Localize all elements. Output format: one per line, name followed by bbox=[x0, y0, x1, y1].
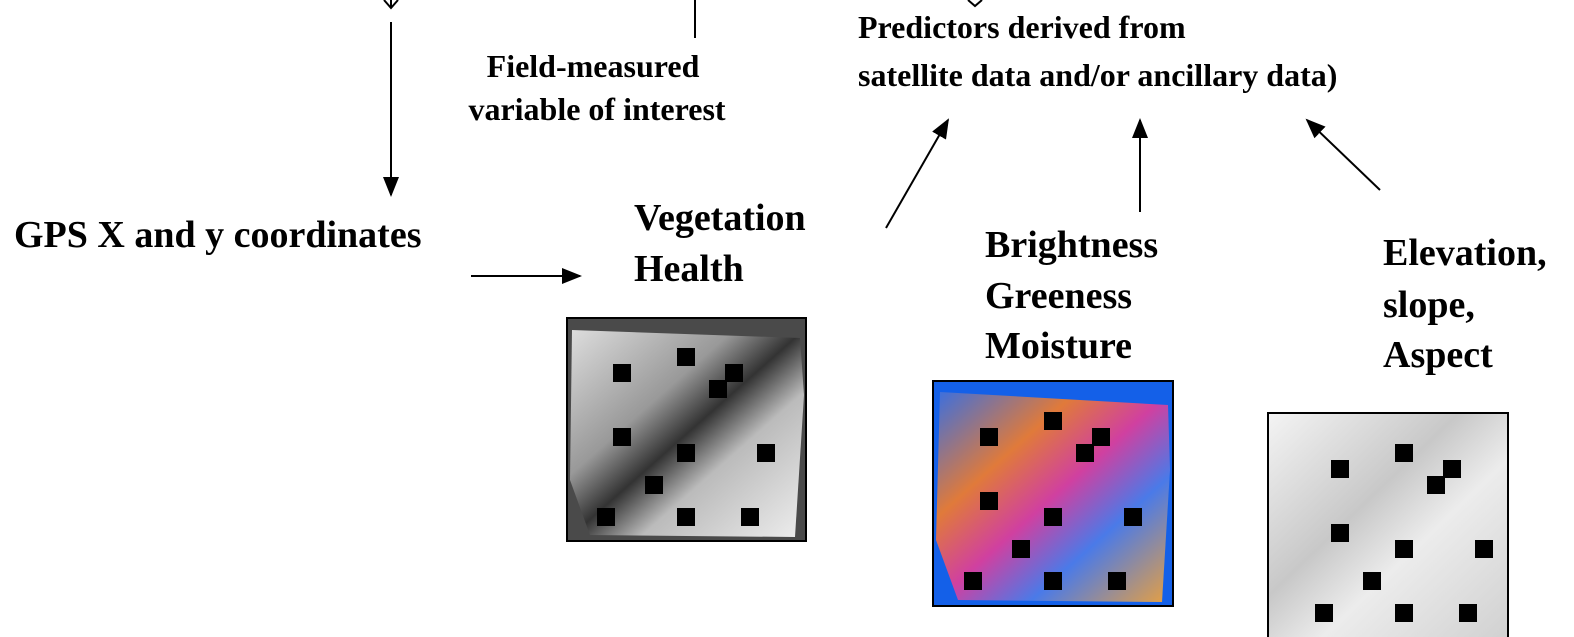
arrowhead bbox=[968, 0, 982, 6]
node-label: Field-measured variable of interest bbox=[468, 48, 725, 127]
node-label: Brightness Greeness Moisture bbox=[985, 224, 1168, 367]
node-label: Predictors derived from satellite data a… bbox=[858, 9, 1337, 93]
diagram: Field-measured variable of interest Pred… bbox=[0, 0, 1574, 637]
image-frame bbox=[1268, 413, 1508, 637]
arrow bbox=[886, 120, 948, 228]
node-label: GPS X and y coordinates bbox=[14, 214, 421, 256]
node-label: Elevation, slope, Aspect bbox=[1383, 232, 1556, 376]
node-label: Vegetation Health bbox=[634, 197, 815, 290]
arrow bbox=[1307, 120, 1380, 190]
